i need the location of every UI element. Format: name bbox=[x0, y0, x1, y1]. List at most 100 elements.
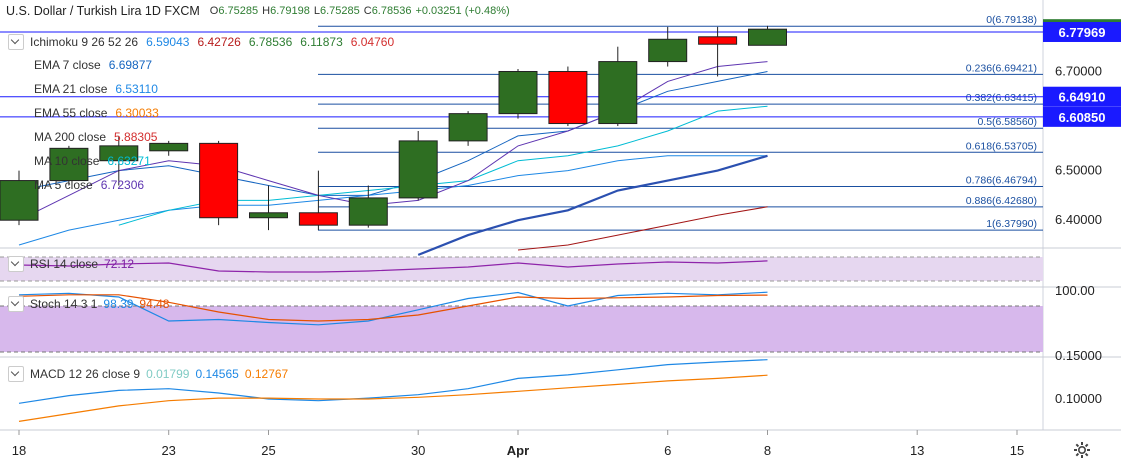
symbol-header: U.S. Dollar / Turkish Lira 1D FXCM O6.75… bbox=[6, 4, 510, 18]
indicator-legend-row: EMA 21 close 6.53110 bbox=[34, 82, 158, 96]
indicator-value: 6.11873 bbox=[300, 35, 343, 49]
series-line-ichimoku-base bbox=[417, 154, 768, 256]
chevron-down-icon[interactable] bbox=[8, 296, 24, 312]
indicator-value: 6.53110 bbox=[115, 82, 158, 96]
stoch-band bbox=[0, 306, 1043, 352]
time-tick-label: 13 bbox=[910, 443, 924, 458]
candle-up bbox=[748, 28, 787, 46]
stoch-legend: Stoch 14 3 1 98.39 94.48 bbox=[8, 296, 169, 312]
candle-up bbox=[99, 145, 139, 162]
candle-up bbox=[598, 61, 638, 125]
ohlc-value: H6.79198 bbox=[262, 5, 310, 17]
indicator-value: 6.30033 bbox=[115, 106, 159, 120]
price-badge-label: 6.64910 bbox=[1059, 90, 1106, 105]
candle-up bbox=[448, 113, 488, 142]
indicator-name: MA 200 close bbox=[34, 130, 107, 144]
indicator-name: EMA 7 close bbox=[34, 58, 101, 72]
rsi-band bbox=[0, 257, 1043, 281]
candle-up bbox=[49, 147, 89, 182]
fib-level-label: 0.382(6.63415) bbox=[966, 92, 1037, 104]
macd-tick-label: 0.10000 bbox=[1055, 391, 1102, 406]
ohlc-readout: O6.75285 H6.79198 L6.75285 C6.78536 +0.03251… bbox=[206, 5, 510, 17]
fib-level-label: 0.786(6.46794) bbox=[966, 175, 1037, 187]
indicator-legend-row: Ichimoku 9 26 52 26 6.59043 6.42726 6.78536… bbox=[8, 34, 394, 50]
macd-signal-value: 0.12767 bbox=[244, 367, 289, 381]
series-line-ichimoku-lagging bbox=[517, 206, 768, 251]
stoch-k-line bbox=[18, 291, 768, 326]
candle-up bbox=[348, 197, 388, 226]
ohlc-value: L6.75285 bbox=[313, 5, 360, 17]
stoch-d-line bbox=[18, 294, 768, 322]
macd-hist-value: 0.01799 bbox=[146, 367, 190, 381]
ohlc-value: C6.78536 bbox=[363, 5, 412, 17]
indicator-value: 6.72306 bbox=[100, 178, 145, 192]
rsi-line bbox=[18, 260, 768, 273]
candle-up bbox=[149, 142, 189, 152]
candle-up bbox=[498, 70, 538, 115]
fib-level-label: 0.886(6.42680) bbox=[966, 195, 1037, 207]
stoch-d-value: 94.48 bbox=[139, 297, 170, 311]
candle-up bbox=[648, 38, 688, 63]
macd-tick-label: 0.15000 bbox=[1055, 348, 1102, 363]
price-tick-label: 6.70000 bbox=[1055, 63, 1102, 78]
rsi-value: 72.12 bbox=[104, 257, 135, 271]
candle-down bbox=[199, 142, 239, 219]
time-tick-label: 8 bbox=[764, 443, 771, 458]
time-tick-label: 25 bbox=[261, 443, 275, 458]
series-line-ma-5-close bbox=[18, 61, 768, 221]
price-badge-label: 6.60850 bbox=[1059, 110, 1106, 125]
indicator-value: 6.04760 bbox=[350, 35, 395, 49]
rsi-legend: RSI 14 close 72.12 bbox=[8, 256, 134, 272]
macd-legend: MACD 12 26 close 9 0.01799 0.14565 0.127… bbox=[8, 366, 288, 382]
macd-value: 0.14565 bbox=[195, 367, 239, 381]
indicator-legend-row: EMA 7 close 6.69877 bbox=[34, 58, 152, 72]
macd-line bbox=[18, 359, 768, 404]
time-tick-label: 23 bbox=[161, 443, 175, 458]
indicator-value: 6.63271 bbox=[107, 154, 151, 168]
chevron-down-icon[interactable] bbox=[8, 256, 24, 272]
stoch-tick-label: 100.00 bbox=[1055, 283, 1095, 298]
stoch-k-value: 98.39 bbox=[103, 297, 134, 311]
price-badge-label: 6.77969 bbox=[1059, 25, 1106, 40]
indicator-value: 5.88305 bbox=[114, 130, 158, 144]
indicator-name: EMA 21 close bbox=[34, 82, 108, 96]
fib-level-label: 0(6.79138) bbox=[986, 14, 1037, 26]
candle-down bbox=[548, 70, 588, 125]
ohlc-value: +0.03251 (+0.48%) bbox=[415, 5, 510, 17]
fib-level-label: 0.5(6.58560) bbox=[977, 116, 1037, 128]
indicator-value: 6.78536 bbox=[248, 35, 293, 49]
candle-up bbox=[249, 212, 288, 219]
candle-down bbox=[698, 36, 738, 45]
time-tick-label: 30 bbox=[411, 443, 425, 458]
indicator-legend-row: EMA 55 close 6.30033 bbox=[34, 106, 159, 120]
candle-up bbox=[398, 140, 438, 199]
ohlc-value: O6.75285 bbox=[209, 5, 259, 17]
chevron-up-icon[interactable] bbox=[8, 34, 24, 50]
indicator-legend-row: MA 5 close 6.72306 bbox=[34, 178, 144, 192]
symbol-title: U.S. Dollar / Turkish Lira 1D FXCM bbox=[6, 4, 200, 18]
settings-gear-icon[interactable] bbox=[1072, 440, 1092, 460]
indicator-value: 6.69877 bbox=[108, 58, 153, 72]
indicator-name: EMA 55 close bbox=[34, 106, 108, 120]
price-tick-label: 6.50000 bbox=[1055, 163, 1102, 178]
fib-level-label: 0.618(6.53705) bbox=[966, 140, 1037, 152]
candle-up bbox=[0, 180, 39, 221]
time-tick-label: Apr bbox=[507, 443, 529, 458]
time-tick-label: 6 bbox=[664, 443, 671, 458]
rsi-label: RSI 14 close bbox=[30, 257, 99, 271]
indicator-legend-row: MA 200 close 5.88305 bbox=[34, 130, 157, 144]
price-badge bbox=[1043, 21, 1121, 42]
macd-label: MACD 12 26 close 9 bbox=[30, 367, 141, 381]
indicator-name: MA 5 close bbox=[34, 178, 93, 192]
indicator-value: 6.59043 bbox=[146, 35, 190, 49]
stoch-label: Stoch 14 3 1 bbox=[30, 297, 98, 311]
time-tick-label: 18 bbox=[12, 443, 26, 458]
indicator-name: MA 10 close bbox=[34, 154, 100, 168]
candle-down bbox=[298, 212, 338, 226]
price-tick-label: 6.40000 bbox=[1055, 212, 1102, 227]
indicator-name: Ichimoku 9 26 52 26 bbox=[30, 35, 139, 49]
chevron-down-icon[interactable] bbox=[8, 366, 24, 382]
price-badge bbox=[1043, 106, 1121, 127]
